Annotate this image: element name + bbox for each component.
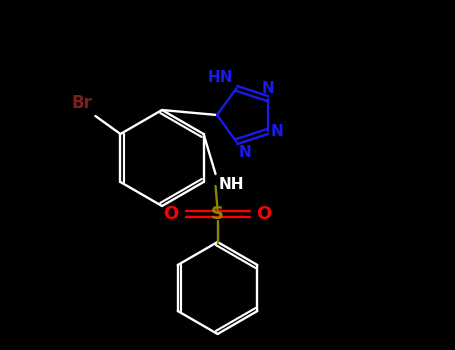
Text: N: N — [261, 80, 274, 96]
Text: HN: HN — [208, 70, 233, 85]
Text: S: S — [211, 205, 224, 223]
Text: N: N — [271, 124, 283, 139]
Text: Br: Br — [71, 94, 92, 112]
Text: NH: NH — [218, 177, 244, 192]
Text: O: O — [257, 205, 272, 223]
Text: N: N — [238, 145, 251, 160]
Text: O: O — [163, 205, 178, 223]
